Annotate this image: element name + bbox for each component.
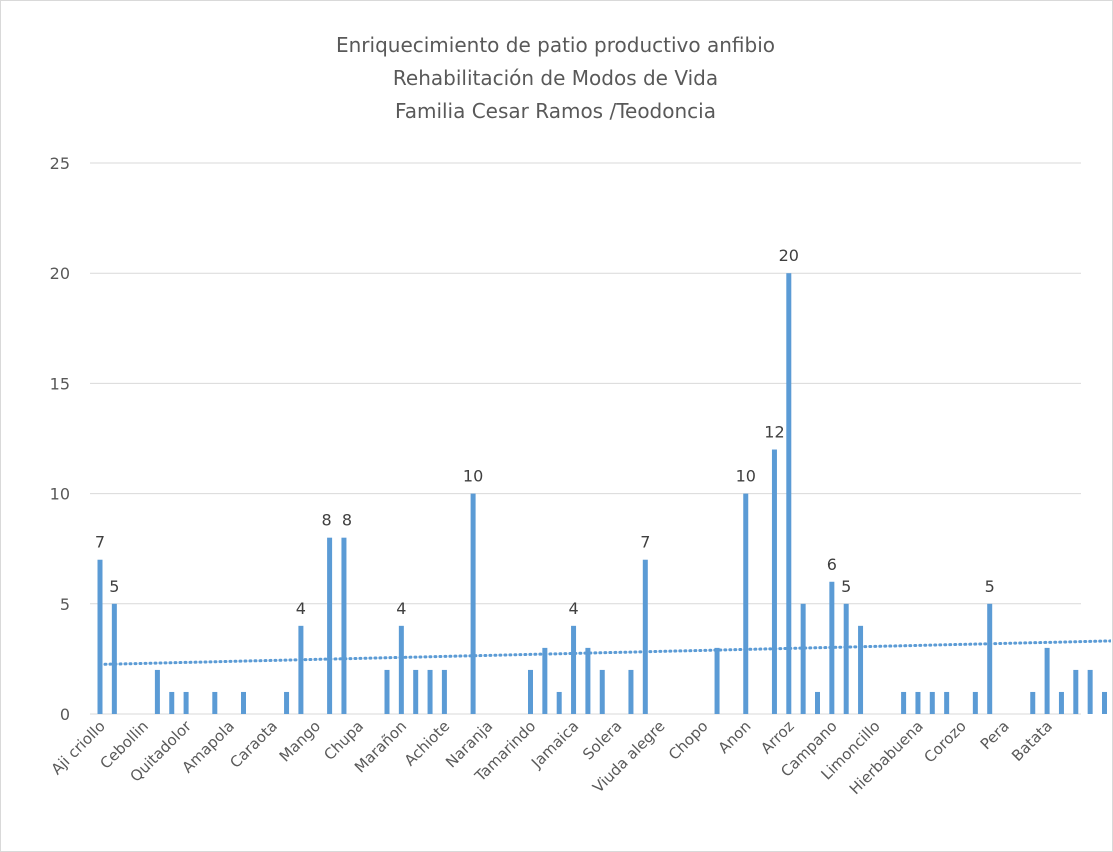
bar (972, 691, 978, 714)
bar (571, 625, 577, 714)
x-tick-label: Jamaica (527, 717, 582, 772)
bar (944, 691, 950, 714)
data-label: 10 (463, 467, 483, 486)
data-label: 20 (779, 246, 799, 265)
y-tick-label: 25 (50, 154, 70, 173)
chart-title-line-3: Familia Cesar Ramos /Teodoncia (395, 99, 716, 123)
data-label: 7 (640, 533, 650, 552)
bar (169, 691, 175, 714)
data-label: 8 (342, 511, 352, 530)
chart-title-line-1: Enriquecimiento de patio productivo anfi… (335, 33, 775, 57)
x-tick-label: Pera (977, 717, 1013, 753)
bar (542, 647, 548, 714)
chart-title-line-2: Rehabilitación de Modos de Vida (392, 66, 719, 90)
bar (183, 691, 189, 714)
y-tick-label: 15 (50, 374, 70, 393)
bar (341, 537, 347, 714)
bar (786, 273, 792, 714)
bar (585, 647, 591, 714)
data-label: 4 (396, 599, 406, 618)
data-label: 5 (841, 577, 851, 596)
bar (642, 559, 648, 714)
x-tick-label: Anon (715, 717, 755, 757)
data-label: 5 (109, 577, 119, 596)
bar (628, 669, 634, 714)
bar (413, 669, 419, 714)
data-label: 4 (296, 599, 306, 618)
bar (212, 691, 218, 714)
x-tick-label: Aji criollo (48, 717, 109, 778)
bar (915, 691, 921, 714)
y-tick-label: 5 (60, 595, 70, 614)
bar (987, 603, 993, 714)
bar (97, 559, 103, 714)
data-label: 4 (568, 599, 578, 618)
data-label: 6 (827, 555, 837, 574)
bar (441, 669, 447, 714)
bar (1087, 669, 1093, 714)
bar (1044, 647, 1050, 714)
x-tick-label: Mango (276, 717, 324, 765)
bar (929, 691, 935, 714)
data-label: 7 (95, 533, 105, 552)
x-tick-label: Caraota (226, 717, 281, 772)
bar (398, 625, 404, 714)
bar (714, 647, 720, 714)
bar (815, 691, 820, 714)
x-tick-label: Corozo (921, 717, 970, 766)
bar (427, 669, 433, 714)
y-tick-label: 0 (60, 705, 70, 724)
bar (470, 493, 476, 714)
bar (384, 669, 390, 714)
bar (599, 669, 605, 714)
x-tick-label: Chopo (665, 717, 712, 764)
bar (800, 603, 806, 714)
bar (241, 691, 246, 714)
bar (154, 669, 160, 714)
bar (298, 625, 304, 714)
bar (528, 669, 533, 714)
y-tick-label: 20 (50, 264, 70, 283)
bar (284, 691, 290, 714)
bar (327, 537, 333, 714)
y-tick-label: 10 (50, 485, 70, 504)
x-tick-label: Arroz (757, 717, 797, 757)
bar (901, 691, 907, 714)
data-label: 10 (736, 467, 756, 486)
trendline (98, 639, 1111, 666)
bar (1030, 691, 1036, 714)
bar (771, 449, 777, 714)
data-label: 5 (985, 577, 995, 596)
x-tick-label: Batata (1008, 717, 1056, 765)
bar (556, 691, 562, 714)
bar (1073, 669, 1079, 714)
bar (1058, 691, 1064, 714)
bar (843, 603, 849, 714)
bar (858, 625, 864, 714)
data-label: 12 (764, 423, 784, 442)
bar (743, 493, 749, 714)
bar (111, 603, 117, 714)
bar (1102, 691, 1107, 714)
data-label: 8 (322, 511, 332, 530)
